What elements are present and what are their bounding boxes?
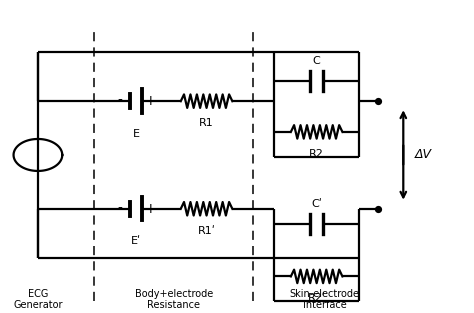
Text: +: +: [145, 94, 156, 108]
Text: R1ʹ: R1ʹ: [198, 226, 216, 236]
Text: E: E: [133, 129, 140, 139]
Text: Skin-electrode
Interface: Skin-electrode Interface: [290, 289, 360, 310]
Text: C: C: [313, 56, 320, 66]
Text: R2: R2: [309, 149, 324, 159]
Text: -: -: [118, 94, 122, 108]
Text: ΔV: ΔV: [415, 148, 432, 162]
Text: +: +: [145, 202, 156, 216]
Text: Cʹ: Cʹ: [311, 199, 322, 209]
Text: ECG
Generator: ECG Generator: [13, 289, 63, 310]
Text: -: -: [118, 202, 122, 216]
Text: Eʹ: Eʹ: [131, 236, 141, 246]
Text: R1: R1: [199, 118, 214, 128]
Text: Body+electrode
Resistance: Body+electrode Resistance: [135, 289, 213, 310]
Text: R2ʹ: R2ʹ: [308, 293, 326, 303]
